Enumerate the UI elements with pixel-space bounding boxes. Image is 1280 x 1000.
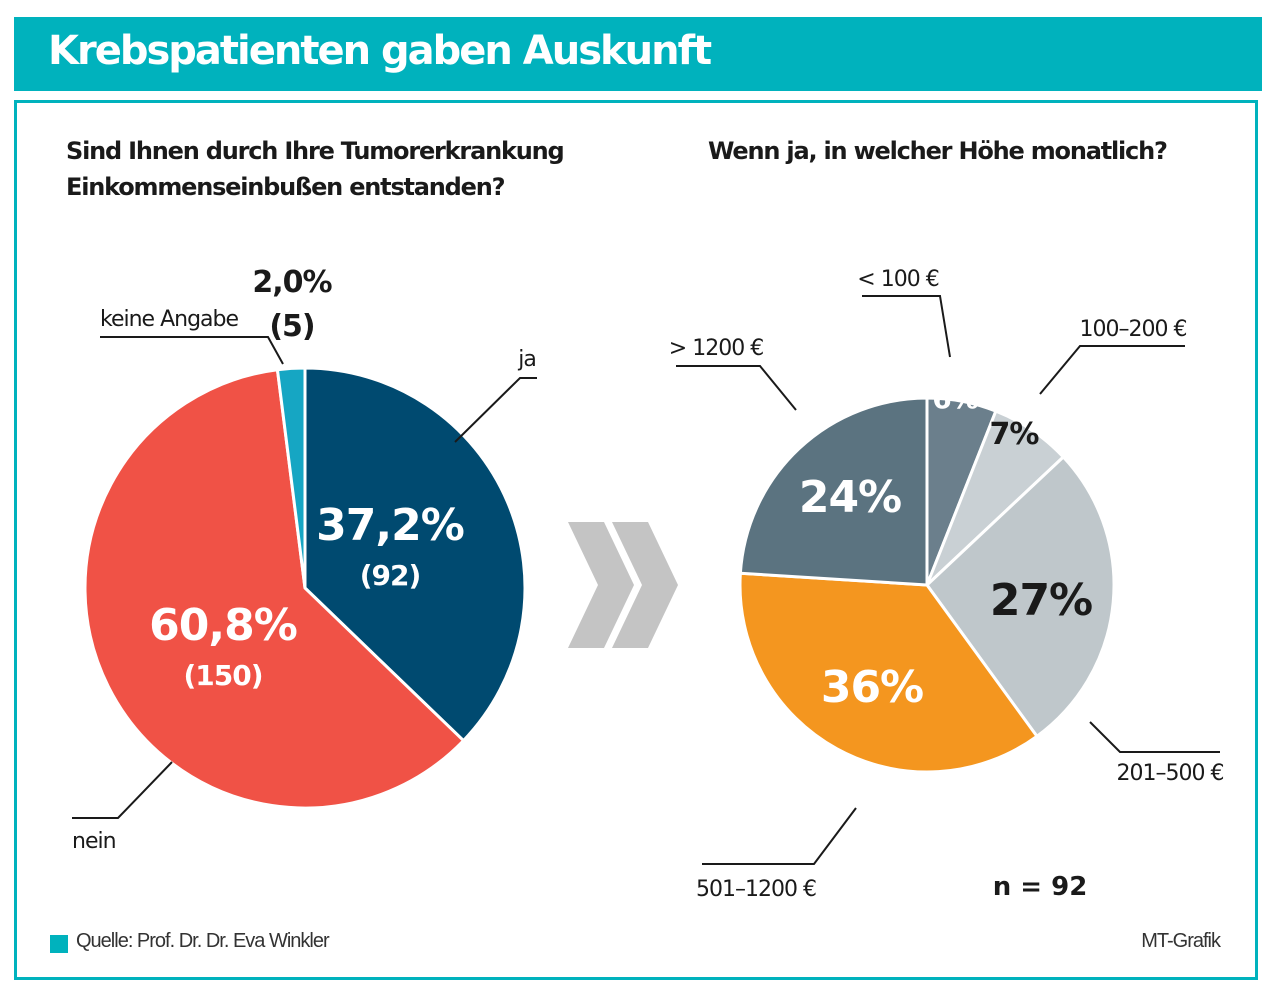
slice-label-gt1200: > 1200 € (669, 336, 763, 361)
source-swatch (50, 935, 68, 953)
pie1-slice-2 (275, 366, 307, 589)
chart2-title: Wenn ja, in welcher Höhe monatlich? (708, 137, 1168, 165)
slice-label-100-200: 100–200 € (1080, 317, 1187, 342)
slice-label-nein: nein (72, 829, 116, 854)
chart1-title-line2: Einkommenseinbußen entstanden? (66, 173, 506, 201)
pie-chart-monthly-amount: 6% 7% 27% 36% 24% < 100 € 100–200 € 201–500 € 50… (669, 267, 1225, 902)
source-note: Quelle: Prof. Dr. Dr. Eva Winkler (76, 930, 330, 952)
leader-line-ja (454, 377, 537, 443)
chevron-icon-right (612, 522, 678, 648)
pie2-slice-4 (738, 396, 929, 587)
slice-value-ja: 37,2% (316, 500, 464, 551)
header-banner (14, 17, 1262, 91)
pie2-slice-2 (925, 454, 1116, 739)
pie1-slice-1 (83, 368, 466, 810)
slice-label-201-500: 201–500 € (1117, 761, 1224, 786)
slice-value-100-200: 7% (990, 417, 1040, 452)
leader-line-nein (72, 761, 173, 819)
chart-frame (14, 100, 1258, 980)
slice-value-nein: 60,8% (149, 600, 297, 651)
pie-chart-income-loss: 37,2% (92) ja 60,8% (150) nein 2,0% (5) keine An… (72, 265, 537, 854)
page-title: Krebspatienten gaben Auskunft (48, 28, 712, 74)
leader-line-501-1200 (702, 807, 857, 865)
leader-line-100-200 (1039, 345, 1185, 395)
slice-label-ja: ja (517, 347, 536, 372)
slice-value-201-500: 27% (990, 575, 1092, 626)
pie2-slice-3 (738, 571, 1040, 774)
slice-count-nein: (150) (183, 659, 262, 692)
leader-line-201-500 (1089, 721, 1220, 753)
chart1-title-line1: Sind Ihnen durch Ihre Tumorerkrankung (66, 137, 565, 165)
slice-label-lt100: < 100 € (857, 267, 938, 292)
slice-value-lt100: 6% (932, 382, 978, 415)
slice-value-501-1200: 36% (821, 662, 923, 713)
sample-size-note: n = 92 (993, 872, 1088, 902)
slice-value-keine-angabe: 2,0% (252, 265, 332, 300)
chevron-icon-left (568, 522, 634, 648)
leader-line-lt100 (862, 295, 951, 358)
credit-note: MT-Grafik (1141, 930, 1221, 952)
pie1-slice-0 (303, 366, 527, 743)
slice-label-keine-angabe: keine Angabe (100, 307, 238, 332)
slice-value-gt1200: 24% (799, 472, 901, 523)
chevron-arrow-icon (568, 522, 678, 648)
leader-line-keine-angabe (100, 336, 284, 365)
leader-line-gt1200 (676, 365, 797, 411)
slice-count-ja: (92) (360, 559, 421, 592)
slice-count-keine-angabe: (5) (269, 309, 314, 344)
slice-label-501-1200: 501–1200 € (696, 877, 816, 902)
